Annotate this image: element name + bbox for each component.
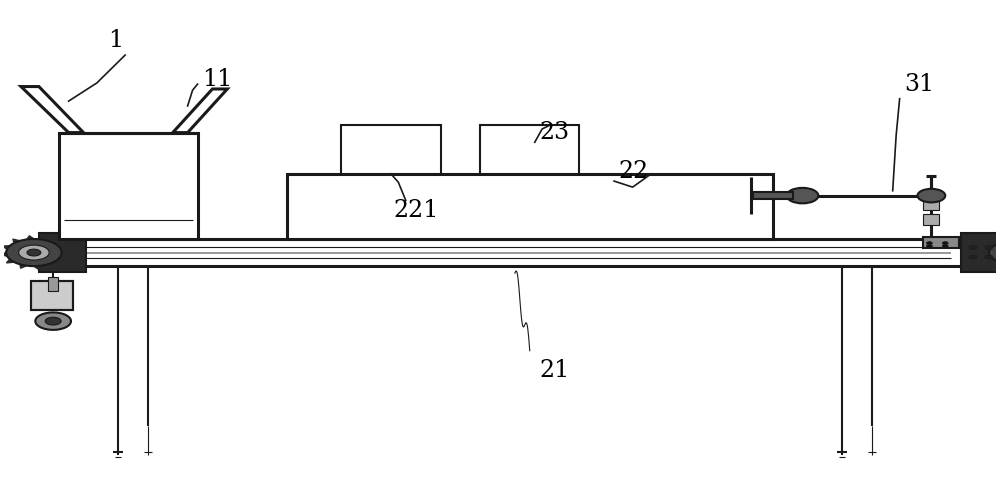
Circle shape bbox=[985, 246, 993, 249]
Text: 31: 31 bbox=[904, 72, 935, 96]
Circle shape bbox=[27, 249, 41, 256]
Polygon shape bbox=[41, 237, 48, 241]
Polygon shape bbox=[173, 89, 227, 133]
Bar bbox=[31, 282, 73, 311]
Text: 23: 23 bbox=[539, 121, 570, 144]
Polygon shape bbox=[54, 242, 61, 246]
Polygon shape bbox=[58, 256, 66, 259]
Text: 21: 21 bbox=[539, 358, 570, 382]
Polygon shape bbox=[61, 249, 68, 252]
Circle shape bbox=[35, 313, 71, 330]
Circle shape bbox=[989, 242, 1000, 263]
Polygon shape bbox=[48, 262, 55, 266]
Bar bbox=[923, 200, 939, 210]
Circle shape bbox=[985, 255, 993, 259]
Bar bbox=[923, 237, 959, 248]
Polygon shape bbox=[0, 252, 7, 256]
Bar bbox=[480, 125, 579, 174]
Bar bbox=[59, 133, 198, 239]
Circle shape bbox=[19, 245, 49, 260]
Circle shape bbox=[942, 245, 948, 247]
Bar bbox=[31, 282, 73, 311]
Text: 1: 1 bbox=[108, 29, 123, 52]
Circle shape bbox=[6, 239, 62, 266]
Circle shape bbox=[942, 242, 948, 245]
Bar bbox=[961, 233, 1000, 272]
Bar bbox=[341, 125, 441, 174]
Bar bbox=[923, 214, 939, 225]
Circle shape bbox=[787, 188, 818, 204]
Circle shape bbox=[969, 255, 977, 259]
Polygon shape bbox=[20, 264, 27, 268]
Circle shape bbox=[926, 245, 932, 247]
Bar bbox=[753, 192, 793, 199]
Text: 11: 11 bbox=[202, 68, 232, 91]
Polygon shape bbox=[6, 259, 14, 263]
Bar bbox=[39, 233, 86, 272]
Polygon shape bbox=[13, 239, 20, 243]
Polygon shape bbox=[34, 266, 41, 269]
Polygon shape bbox=[27, 236, 34, 240]
Circle shape bbox=[926, 242, 932, 245]
Text: 22: 22 bbox=[619, 160, 649, 183]
Circle shape bbox=[917, 189, 945, 203]
Bar bbox=[44, 239, 966, 266]
Polygon shape bbox=[21, 87, 84, 133]
Bar bbox=[48, 277, 58, 291]
Text: 221: 221 bbox=[393, 199, 438, 222]
Circle shape bbox=[969, 246, 977, 249]
Bar bbox=[287, 174, 773, 239]
Circle shape bbox=[45, 317, 61, 325]
Polygon shape bbox=[2, 246, 10, 249]
